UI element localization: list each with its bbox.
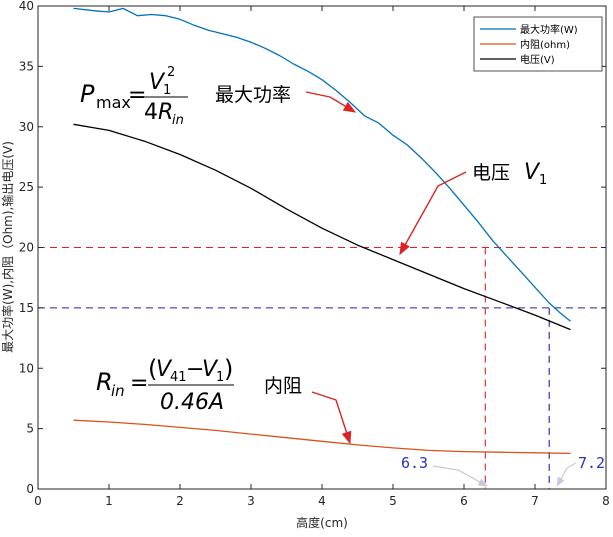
pmax-num: V [149, 70, 166, 95]
legend-label-power: 最大功率(W) [520, 23, 578, 36]
rin-v41: V [156, 357, 173, 382]
rin-open-paren: ( [148, 355, 157, 383]
legend-label-voltage: 电压(V) [520, 53, 555, 66]
power-arrow [305, 91, 357, 113]
pmax-den-coef: 4 [144, 100, 158, 125]
pmax-equals: = [128, 83, 146, 108]
voltage-annotation: 电压 [472, 162, 510, 184]
pmax-den-sub: in [172, 113, 184, 128]
series-line-internal-resistance [73, 419, 571, 455]
pmax-lhs-sub: max [96, 93, 131, 112]
y-tick-label: 30 [19, 120, 34, 134]
power-annotation: 最大功率 [215, 84, 291, 106]
y-tick-label: 25 [19, 180, 34, 194]
y-tick-label: 15 [19, 301, 34, 315]
rin-formula: R in = ( V 41 − V 1 ) 0.46A [96, 355, 234, 415]
rin-equals: = [130, 371, 148, 396]
rin-v41-sub: 41 [170, 370, 187, 385]
series-layer [73, 7, 571, 455]
pmax-num-sup: 2 [167, 65, 175, 80]
rin-lhs: R [96, 368, 113, 396]
x-tick-label: 8 [602, 494, 610, 508]
voltage-symbol: V 1 [524, 160, 547, 188]
y-tick-label: 5 [26, 422, 34, 436]
x-tick-label: 2 [176, 494, 184, 508]
voltage-symbol-v: V [524, 160, 541, 185]
pmax-lhs: P [80, 80, 95, 108]
callout-6-3-arrow [432, 465, 488, 487]
rin-v1-sub: 1 [216, 370, 224, 385]
y-tick-label: 40 [19, 0, 34, 13]
rin-v1: V [202, 357, 219, 382]
y-tick-label: 35 [19, 59, 34, 73]
resistance-arrow [311, 391, 352, 445]
x-tick-label: 4 [318, 494, 326, 508]
reference-lines [38, 246, 606, 489]
resistance-annotation: 内阻 [264, 375, 302, 397]
voltage-arrow [399, 171, 467, 256]
pmax-formula: P max = V 1 2 4 R in [80, 65, 188, 128]
x-axis-label: 高度(cm) [296, 515, 348, 530]
y-axis-label: 最大功率(W),内阻（Ohm),输出电压(V) [0, 141, 15, 353]
rin-lhs-sub: in [111, 382, 125, 400]
x-tick-label: 0 [34, 494, 42, 508]
voltage-symbol-sub: 1 [539, 173, 547, 188]
y-tick-label: 0 [26, 482, 34, 496]
legend-label-resistance: 内阻(ohm) [520, 38, 570, 51]
x-tick-label: 7 [531, 494, 539, 508]
axis-ticks: 0 1 2 3 4 5 6 7 8 0 5 10 15 20 25 30 35 40 [19, 0, 610, 508]
callout-7-2: 7.2 [578, 454, 605, 472]
rin-close-paren: ) [224, 355, 233, 383]
x-tick-label: 1 [105, 494, 113, 508]
pmax-num-sub: 1 [163, 83, 171, 98]
series-line-max-power [73, 7, 571, 322]
legend: 最大功率(W) 内阻(ohm) 电压(V) [473, 16, 603, 72]
y-tick-label: 10 [19, 361, 34, 375]
rin-den: 0.46A [160, 390, 224, 415]
y-tick-label: 20 [19, 241, 34, 255]
x-tick-label: 6 [460, 494, 468, 508]
pmax-den: R [158, 100, 173, 125]
x-tick-label: 3 [247, 494, 255, 508]
callout-7-2-arrow [556, 462, 577, 487]
rin-minus: − [186, 357, 204, 382]
x-tick-label: 5 [389, 494, 397, 508]
callout-6-3: 6.3 [401, 454, 428, 472]
series-line-voltage [73, 123, 571, 331]
